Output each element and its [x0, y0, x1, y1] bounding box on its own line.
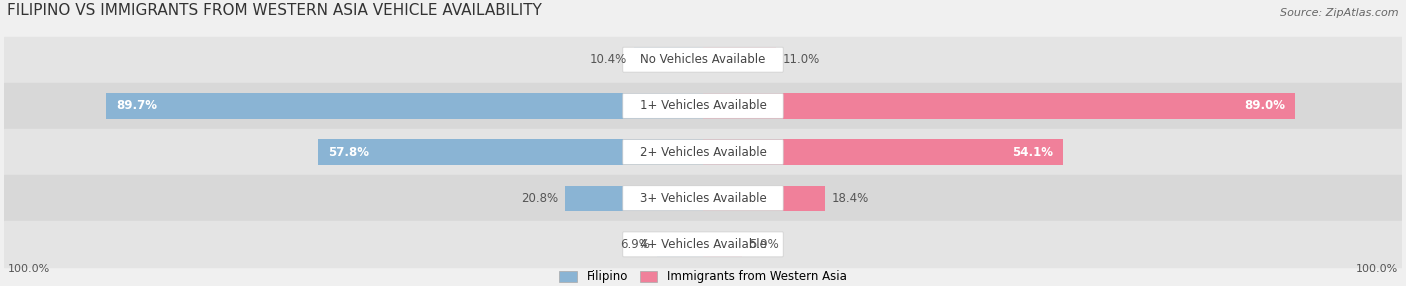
- Text: 100.0%: 100.0%: [1357, 265, 1399, 274]
- Text: FILIPINO VS IMMIGRANTS FROM WESTERN ASIA VEHICLE AVAILABILITY: FILIPINO VS IMMIGRANTS FROM WESTERN ASIA…: [7, 3, 543, 18]
- Bar: [703, 139, 1063, 165]
- Bar: [4, 83, 1402, 129]
- Text: 20.8%: 20.8%: [520, 192, 558, 205]
- Text: 57.8%: 57.8%: [328, 146, 370, 158]
- Text: 11.0%: 11.0%: [783, 53, 820, 66]
- Bar: [657, 232, 703, 257]
- Text: 1+ Vehicles Available: 1+ Vehicles Available: [640, 99, 766, 112]
- Text: 2+ Vehicles Available: 2+ Vehicles Available: [640, 146, 766, 158]
- Text: 100.0%: 100.0%: [7, 265, 49, 274]
- Text: No Vehicles Available: No Vehicles Available: [640, 53, 766, 66]
- Bar: [634, 47, 703, 72]
- Text: 89.0%: 89.0%: [1244, 99, 1285, 112]
- FancyBboxPatch shape: [623, 93, 783, 118]
- Bar: [703, 93, 1295, 118]
- Text: 5.9%: 5.9%: [749, 238, 779, 251]
- Bar: [4, 37, 1402, 83]
- Bar: [703, 47, 776, 72]
- FancyBboxPatch shape: [623, 140, 783, 164]
- Bar: [105, 93, 703, 118]
- Bar: [703, 232, 742, 257]
- Bar: [565, 186, 703, 211]
- Bar: [703, 186, 825, 211]
- Text: 18.4%: 18.4%: [832, 192, 869, 205]
- Bar: [4, 221, 1402, 267]
- FancyBboxPatch shape: [623, 232, 783, 257]
- Bar: [318, 139, 703, 165]
- Text: 10.4%: 10.4%: [591, 53, 627, 66]
- Text: 54.1%: 54.1%: [1012, 146, 1053, 158]
- Bar: [4, 129, 1402, 175]
- Text: Source: ZipAtlas.com: Source: ZipAtlas.com: [1279, 8, 1399, 18]
- Bar: [4, 175, 1402, 221]
- Text: 4+ Vehicles Available: 4+ Vehicles Available: [640, 238, 766, 251]
- FancyBboxPatch shape: [623, 47, 783, 72]
- Text: 3+ Vehicles Available: 3+ Vehicles Available: [640, 192, 766, 205]
- Text: 6.9%: 6.9%: [620, 238, 651, 251]
- Legend: Filipino, Immigrants from Western Asia: Filipino, Immigrants from Western Asia: [560, 270, 846, 283]
- FancyBboxPatch shape: [623, 186, 783, 211]
- Text: 89.7%: 89.7%: [115, 99, 157, 112]
